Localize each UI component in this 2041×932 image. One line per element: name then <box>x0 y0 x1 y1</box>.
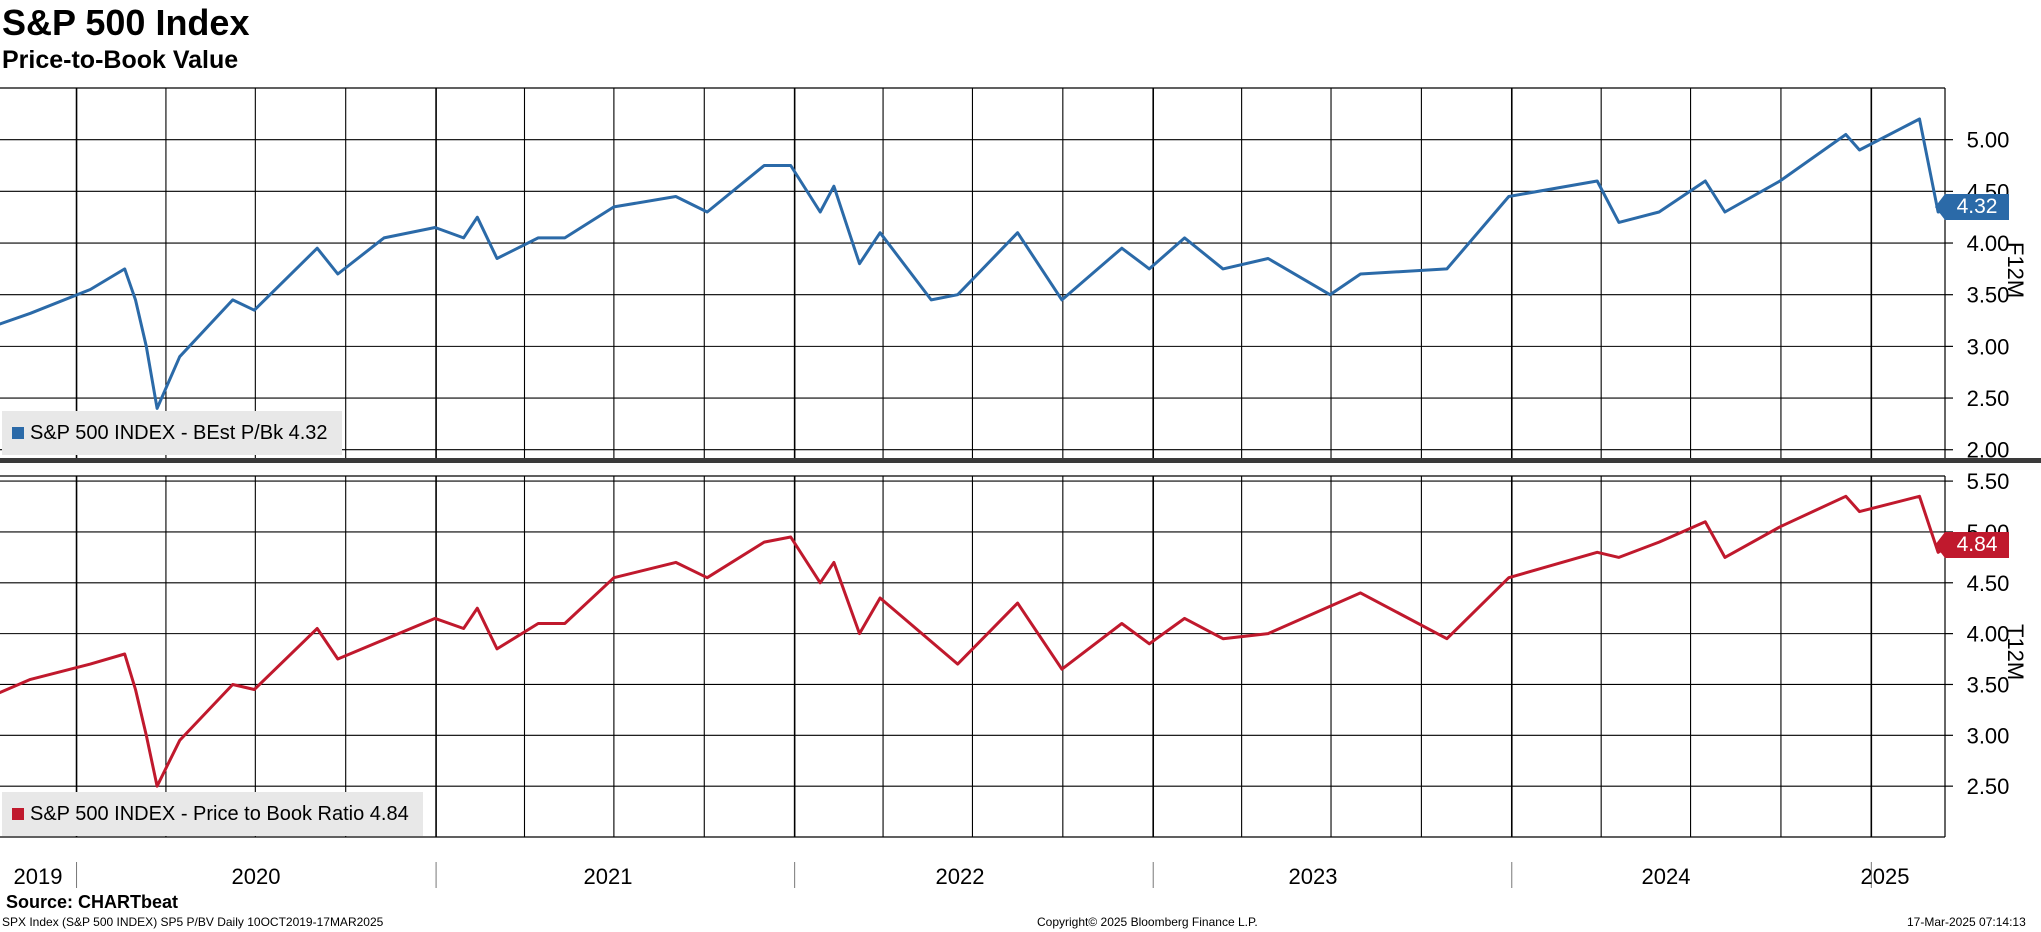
source-note: Source: CHARTbeat <box>6 892 179 912</box>
bottom-panel-grid <box>0 458 2041 837</box>
x-year-label: 2025 <box>1861 864 1910 889</box>
y-tick-label: 5.50 <box>1967 469 2010 494</box>
bottom-legend-swatch <box>12 808 24 820</box>
y-tick-label: 2.50 <box>1967 386 2010 411</box>
top-legend-swatch <box>12 427 24 439</box>
bottom-axis-name: T12M <box>2003 624 2028 681</box>
bottom-panel-y-axis: 2.503.003.504.004.505.005.50 <box>1944 469 2010 837</box>
bottom-last-value-badge: 4.84 <box>1935 532 2009 558</box>
top-last-value-badge: 4.32 <box>1935 194 2009 220</box>
y-tick-label: 3.00 <box>1967 334 2010 359</box>
bottom-series-line <box>0 494 1946 788</box>
x-year-label: 2020 <box>232 864 281 889</box>
bottom-panel-series <box>0 494 1946 788</box>
y-tick-label: 3.50 <box>1967 672 2010 697</box>
top-panel-y-axis: 2.002.503.003.504.004.505.00 <box>1944 88 2010 463</box>
x-year-label: 2019 <box>14 864 63 889</box>
top-axis-name: F12M <box>2003 242 2028 299</box>
y-tick-label: 2.00 <box>1967 438 2010 463</box>
x-year-label: 2024 <box>1642 864 1691 889</box>
y-tick-label: 3.00 <box>1967 723 2010 748</box>
chart-subtitle: Price-to-Book Value <box>2 46 239 74</box>
chart-title: S&P 500 Index <box>2 2 250 43</box>
x-year-label: 2023 <box>1289 864 1338 889</box>
ticker-info: SPX Index (S&P 500 INDEX) SP5 P/BV Daily… <box>2 915 384 929</box>
y-tick-label: 5.00 <box>1967 128 2010 153</box>
top-legend-label: S&P 500 INDEX - BEst P/Bk 4.32 <box>30 422 328 444</box>
y-tick-label: 2.50 <box>1967 774 2010 799</box>
x-year-label: 2022 <box>936 864 985 889</box>
y-tick-label: 4.50 <box>1967 571 2010 596</box>
bottom-panel-legend: S&P 500 INDEX - Price to Book Ratio 4.84 <box>2 792 423 836</box>
bottom-legend-label: S&P 500 INDEX - Price to Book Ratio 4.84 <box>30 803 409 825</box>
copyright: Copyright© 2025 Bloomberg Finance L.P. <box>1037 915 1258 929</box>
y-tick-label: 3.50 <box>1967 283 2010 308</box>
top-series-line <box>0 117 1946 410</box>
x-axis: 2019 2020 2021 2022 2023 2024 2025 <box>0 836 1945 889</box>
y-tick-label: 4.00 <box>1967 622 2010 647</box>
top-panel-series <box>0 117 1946 410</box>
y-tick-label: 4.00 <box>1967 231 2010 256</box>
x-year-label: 2021 <box>584 864 633 889</box>
panel-divider <box>0 458 2041 463</box>
top-panel-grid <box>0 87 1945 458</box>
top-panel-legend: S&P 500 INDEX - BEst P/Bk 4.32 <box>2 411 342 455</box>
timestamp: 17-Mar-2025 07:14:13 <box>1907 915 2026 929</box>
